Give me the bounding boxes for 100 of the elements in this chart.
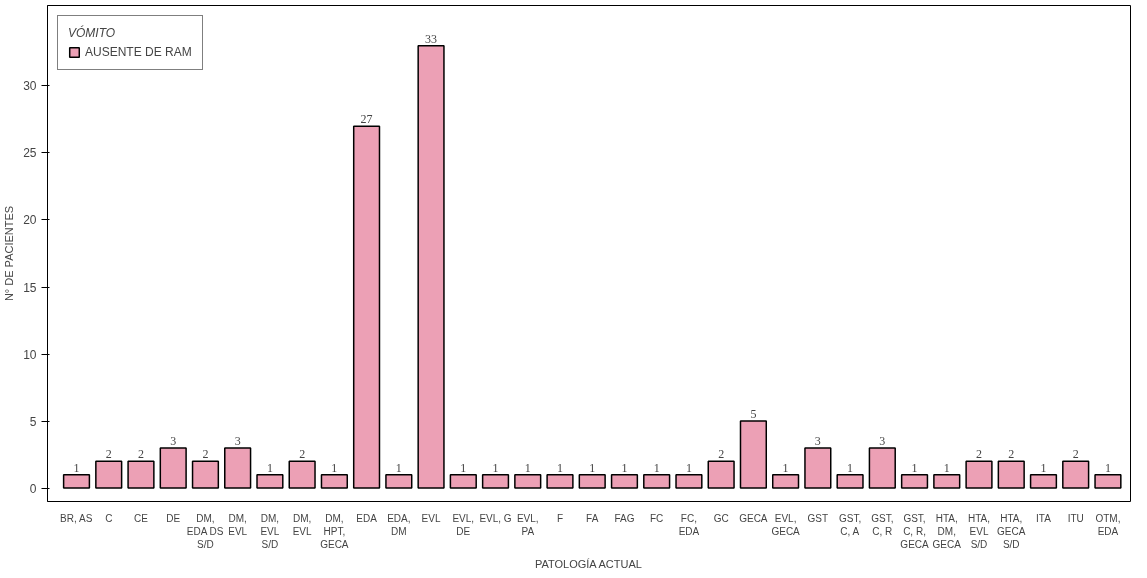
data-label: 2: [105, 447, 112, 462]
x-tick-label: DM, EVL S/D: [260, 512, 280, 550]
x-tick-label: FC, EDA: [678, 512, 700, 537]
x-tick-label: EVL, GECA: [771, 512, 801, 537]
data-label: 2: [718, 447, 725, 462]
bar: [739, 420, 768, 489]
legend-label: AUSENTE DE RAM: [85, 45, 192, 59]
x-tick-label: EVL, PA: [516, 512, 539, 537]
bar: [481, 473, 510, 489]
data-label: 1: [782, 460, 789, 475]
y-tick-label: 25: [23, 146, 37, 161]
y-tick-label: 0: [29, 481, 37, 496]
bar: [127, 460, 155, 489]
data-label: 1: [621, 460, 628, 475]
data-label: 1: [395, 460, 402, 475]
x-tick-label: ITA: [1036, 512, 1052, 524]
data-label: 3: [170, 433, 177, 448]
bar: [1062, 460, 1090, 489]
x-tick-label: CE: [134, 512, 149, 524]
data-label: 2: [1008, 447, 1015, 462]
x-tick-label: OTM, EDA: [1095, 512, 1121, 537]
bar: [675, 473, 703, 489]
x-tick-label: DM, HPT, GECA: [320, 512, 349, 550]
bar: [224, 447, 252, 489]
x-tick-label: HTA, DM, GECA: [932, 512, 962, 550]
x-tick-label: GC: [713, 512, 729, 524]
data-label: 2: [299, 447, 306, 462]
x-tick-label: EDA: [356, 512, 378, 524]
y-tick-label: 20: [23, 213, 37, 228]
bar: [449, 473, 477, 489]
legend-title: VÓMITO: [68, 26, 117, 40]
x-tick-label: F: [556, 512, 564, 524]
data-label: 2: [202, 447, 209, 462]
data-label: 1: [847, 460, 854, 475]
x-tick-label: GST, C, R, GECA: [900, 512, 930, 550]
x-tick-label: EVL, G: [479, 512, 512, 524]
data-label: 1: [266, 460, 273, 475]
x-tick-label: EVL, DE: [452, 512, 475, 537]
bar: [707, 460, 735, 489]
x-tick-label: C: [105, 512, 113, 524]
data-label: 1: [685, 460, 692, 475]
x-tick-label: DM, EVL: [292, 512, 313, 537]
data-label: 1: [331, 460, 338, 475]
data-label: 27: [360, 112, 373, 127]
x-tick-label: DE: [166, 512, 181, 524]
x-tick-label: ITU: [1067, 512, 1084, 524]
x-tick-label: BR, AS: [60, 512, 93, 524]
bar: [933, 473, 961, 489]
data-label: 2: [1072, 447, 1079, 462]
x-tick-label: GST, C, A: [838, 512, 862, 537]
bar: [352, 125, 381, 489]
data-label: 1: [911, 460, 918, 475]
data-label: 1: [492, 460, 499, 475]
bar: [191, 460, 220, 489]
data-label: 1: [943, 460, 950, 475]
bar: [997, 460, 1025, 489]
data-label: 1: [653, 460, 660, 475]
bar: [417, 44, 445, 489]
bar: [578, 473, 606, 489]
bar: [95, 460, 123, 489]
data-label: 1: [589, 460, 596, 475]
x-tick-label: EDA, DM: [387, 512, 411, 537]
x-tick-label: GST, C, R: [871, 512, 894, 537]
x-tick-label: GST: [807, 512, 829, 524]
bar: [836, 473, 864, 489]
y-tick-label: 5: [29, 414, 37, 429]
bar: [771, 473, 800, 489]
data-label: 2: [137, 447, 144, 462]
x-tick-label: EVL: [421, 512, 441, 524]
y-tick-label: 10: [23, 347, 37, 362]
bar: [159, 447, 187, 489]
x-tick-label: FC: [650, 512, 664, 524]
data-label: 33: [425, 31, 438, 46]
x-tick-label: GECA: [739, 512, 768, 524]
data-label: 1: [73, 460, 80, 475]
x-tick-label: FAG: [614, 512, 635, 524]
x-tick-label: DM, EVL: [228, 512, 248, 537]
bar: [610, 473, 639, 489]
x-tick-label: FA: [586, 512, 599, 524]
bar: [965, 460, 993, 489]
bar: [804, 447, 832, 489]
bar: [320, 473, 349, 489]
data-label: 3: [814, 433, 821, 448]
bar: [868, 447, 896, 489]
bar: [514, 473, 542, 489]
data-label: 3: [234, 433, 241, 448]
data-label: 1: [556, 460, 563, 475]
bar: [1029, 473, 1058, 489]
x-tick-label: DM, EDA DS S/D: [186, 512, 224, 550]
y-tick-label: 30: [23, 79, 37, 94]
bar: [900, 473, 929, 489]
data-label: 3: [879, 433, 886, 448]
bar: [643, 473, 671, 489]
bar: [1094, 473, 1122, 489]
data-label: 5: [750, 407, 757, 422]
data-label: 2: [976, 447, 983, 462]
bar: [546, 473, 574, 489]
x-tick-label: HTA, EVL S/D: [967, 512, 991, 550]
x-axis-title: PATOLOGÍA ACTUAL: [534, 557, 642, 570]
x-tick-label: HTA, GECA S/D: [997, 512, 1026, 550]
